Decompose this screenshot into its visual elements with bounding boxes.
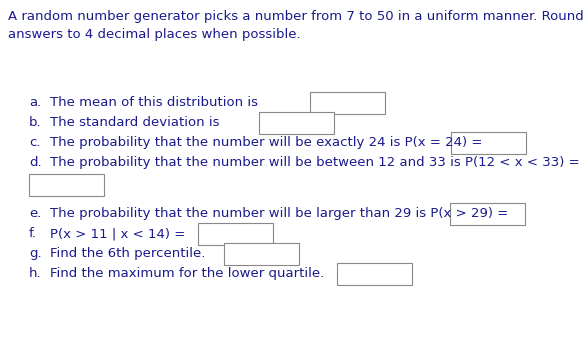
Text: The probability that the number will be between 12 and 33 is P(12 < x < 33) =: The probability that the number will be … (50, 156, 580, 169)
Text: b.: b. (29, 116, 42, 129)
FancyBboxPatch shape (337, 263, 412, 285)
Text: The probability that the number will be exactly 24 is P(x = 24) =: The probability that the number will be … (50, 136, 482, 149)
FancyBboxPatch shape (198, 223, 273, 245)
FancyBboxPatch shape (224, 243, 299, 265)
Text: f.: f. (29, 227, 37, 240)
Text: The standard deviation is: The standard deviation is (50, 116, 219, 129)
Text: The probability that the number will be larger than 29 is P(x > 29) =: The probability that the number will be … (50, 207, 508, 220)
Text: A random number generator picks a number from 7 to 50 in a uniform manner. Round: A random number generator picks a number… (8, 10, 584, 23)
Text: Find the maximum for the lower quartile.: Find the maximum for the lower quartile. (50, 267, 324, 280)
Text: d.: d. (29, 156, 42, 169)
Text: Find the 6th percentile.: Find the 6th percentile. (50, 247, 205, 260)
FancyBboxPatch shape (259, 112, 334, 134)
Text: a.: a. (29, 96, 41, 109)
Text: answers to 4 decimal places when possible.: answers to 4 decimal places when possibl… (8, 28, 300, 41)
Text: c.: c. (29, 136, 41, 149)
FancyBboxPatch shape (310, 92, 385, 114)
Text: P(x > 11 | x < 14) =: P(x > 11 | x < 14) = (50, 227, 185, 240)
FancyBboxPatch shape (29, 174, 104, 196)
FancyBboxPatch shape (450, 203, 525, 225)
Text: The mean of this distribution is: The mean of this distribution is (50, 96, 258, 109)
FancyBboxPatch shape (451, 132, 526, 154)
Text: e.: e. (29, 207, 41, 220)
Text: h.: h. (29, 267, 42, 280)
Text: g.: g. (29, 247, 42, 260)
